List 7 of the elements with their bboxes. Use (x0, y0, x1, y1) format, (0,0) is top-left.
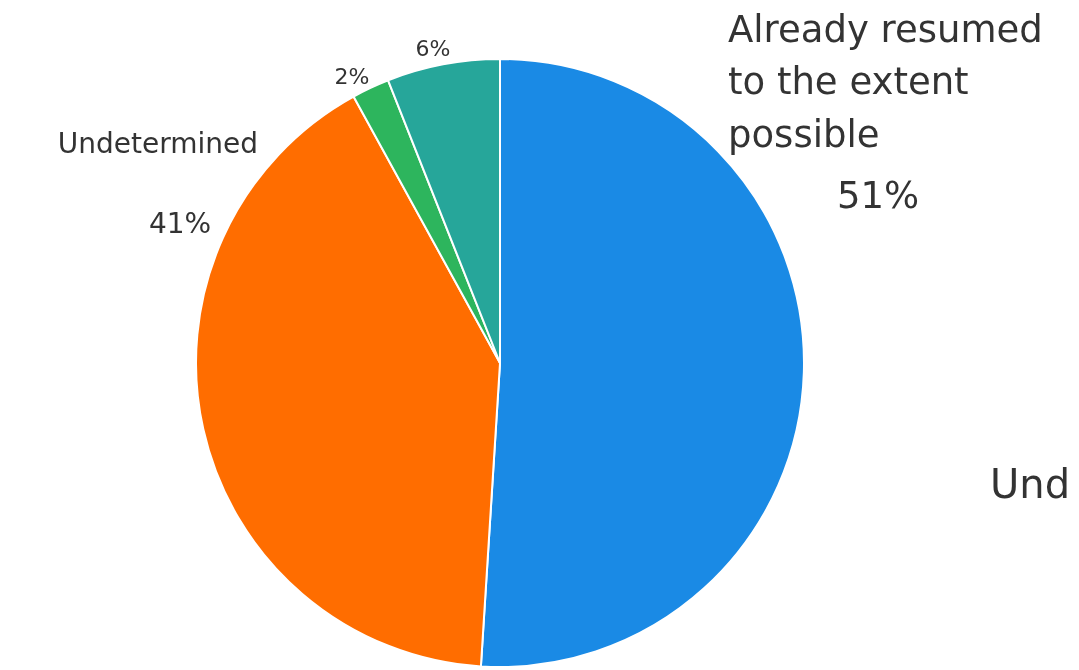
data-label: 6% (415, 35, 451, 61)
slice-label: Already resumed to the extent possible (728, 7, 1043, 156)
data-label: 41% (148, 207, 212, 241)
data-label: 2% (334, 63, 370, 89)
text: Und (990, 461, 1071, 508)
data-label: 51% (836, 173, 920, 217)
slice-label: Undetermined (57, 127, 258, 161)
